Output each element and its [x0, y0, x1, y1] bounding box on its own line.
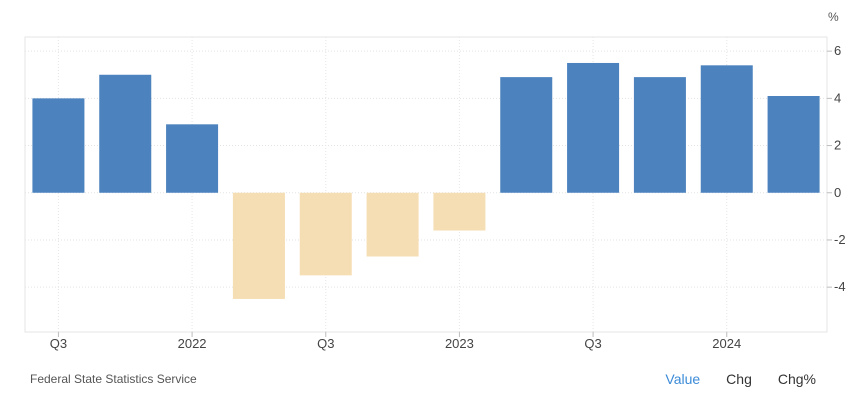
bar: [366, 192, 419, 257]
x-tick-label: Q3: [584, 336, 601, 351]
tab-value[interactable]: Value: [665, 371, 701, 387]
y-tick-label: 2: [834, 138, 841, 153]
bar: [99, 74, 152, 193]
tab-chg-percent[interactable]: Chg%: [777, 371, 816, 387]
source-label: Federal State Statistics Service: [30, 372, 197, 386]
bar: [767, 96, 820, 193]
plot-frame: [24, 36, 828, 333]
bar: [633, 77, 686, 193]
bar: [500, 77, 553, 193]
y-tick-label: 6: [834, 43, 841, 58]
bar: [166, 124, 219, 193]
bar-chart: 6 4 2 0 -2 -4% Q3 2022 Q3 2023 Q3 2024: [24, 10, 846, 351]
y-tick-label: -2: [834, 232, 846, 247]
x-tick-label: 2024: [712, 336, 741, 351]
bar: [433, 192, 486, 231]
bar: [299, 192, 352, 276]
bar: [567, 62, 620, 193]
x-tick-label: 2023: [445, 336, 474, 351]
y-tick-label: -4: [834, 279, 846, 294]
view-tabs: Value Chg Chg%: [639, 371, 816, 387]
bar: [32, 98, 85, 193]
bar: [232, 192, 285, 299]
bar: [700, 65, 753, 193]
x-tick-label: 2022: [178, 336, 207, 351]
y-tick-label: 0: [834, 185, 841, 200]
x-tick-label: Q3: [50, 336, 67, 351]
y-tick-label: 4: [834, 90, 841, 105]
x-tick-label: Q3: [317, 336, 334, 351]
unit-label: %: [828, 10, 839, 24]
tab-chg[interactable]: Chg: [726, 371, 752, 387]
